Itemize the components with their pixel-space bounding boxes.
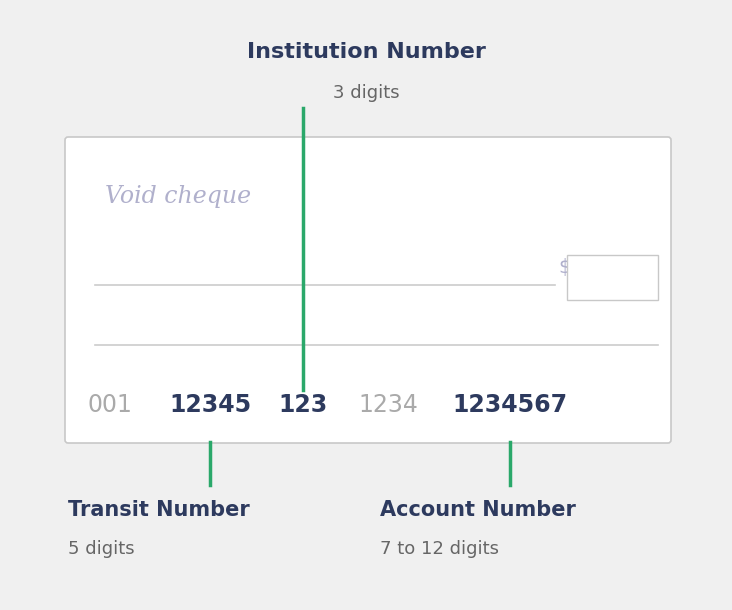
Text: 3 digits: 3 digits (332, 84, 400, 102)
Text: 1234567: 1234567 (452, 393, 567, 417)
Text: 1234: 1234 (358, 393, 418, 417)
Text: 7 to 12 digits: 7 to 12 digits (380, 540, 499, 558)
Text: 123: 123 (278, 393, 328, 417)
Bar (567, 255, 658, 300)
Text: 5 digits: 5 digits (68, 540, 135, 558)
Text: 001: 001 (88, 393, 132, 417)
FancyBboxPatch shape (65, 137, 671, 443)
Text: Transit Number: Transit Number (68, 500, 250, 520)
Text: Institution Number: Institution Number (247, 42, 485, 62)
Text: Void cheque: Void cheque (105, 185, 251, 208)
Text: 12345: 12345 (169, 393, 251, 417)
Text: $: $ (558, 258, 570, 277)
Text: Account Number: Account Number (380, 500, 576, 520)
